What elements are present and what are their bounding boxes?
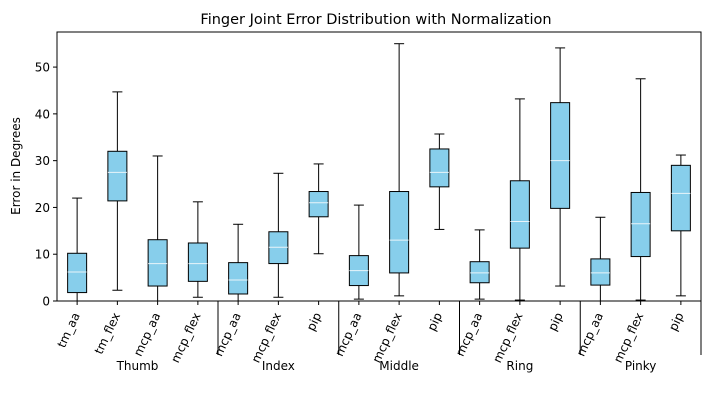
- x-tick-label: mcp_flex: [611, 310, 646, 365]
- x-tick-label: mcp_aa: [332, 310, 364, 358]
- box-body: [590, 258, 611, 286]
- group-label: Middle: [379, 359, 419, 373]
- group-label: Thumb: [116, 359, 159, 373]
- x-tick-label: pip: [425, 310, 446, 333]
- x-tick-label: pip: [545, 310, 566, 333]
- group-label: Ring: [506, 359, 533, 373]
- box-body: [187, 242, 208, 282]
- box-body: [228, 262, 249, 295]
- x-tick-label: mcp_aa: [131, 310, 163, 358]
- x-tick-label: tm_flex: [92, 310, 123, 356]
- x-tick-label: mcp_flex: [249, 310, 284, 365]
- y-tick-label: 50: [35, 61, 50, 75]
- y-tick-label: 40: [35, 107, 50, 121]
- group-label: Pinky: [625, 359, 657, 373]
- x-tick-label: mcp_flex: [490, 310, 525, 365]
- box-body: [630, 191, 651, 258]
- box-body: [147, 239, 168, 287]
- box-body: [107, 150, 128, 202]
- x-tick-label: pip: [304, 310, 325, 333]
- x-tick-label: mcp_aa: [574, 310, 606, 358]
- y-tick-label: 10: [35, 248, 50, 262]
- x-tick-label: mcp_aa: [453, 310, 485, 358]
- plot-frame: [56, 31, 702, 302]
- y-tick-label: 20: [35, 201, 50, 215]
- x-tick-label: mcp_aa: [211, 310, 243, 358]
- box-body: [67, 252, 88, 294]
- box-body: [469, 261, 490, 284]
- x-tick-label: pip: [666, 310, 687, 333]
- box-body: [429, 148, 450, 188]
- x-tick-label: mcp_flex: [369, 310, 404, 365]
- box-body: [308, 191, 329, 218]
- box-body: [670, 164, 691, 232]
- chart-title: Finger Joint Error Distribution with Nor…: [200, 12, 551, 28]
- y-tick-label: 0: [42, 295, 50, 309]
- y-tick-label: 30: [35, 154, 50, 168]
- x-tick-label: mcp_flex: [168, 310, 203, 365]
- box-body: [509, 180, 530, 249]
- box-body: [550, 102, 571, 209]
- y-axis-label: Error in Degrees: [9, 117, 23, 215]
- box-body: [389, 191, 410, 274]
- x-tick-label: tm_aa: [54, 310, 82, 350]
- group-label: Index: [262, 359, 295, 373]
